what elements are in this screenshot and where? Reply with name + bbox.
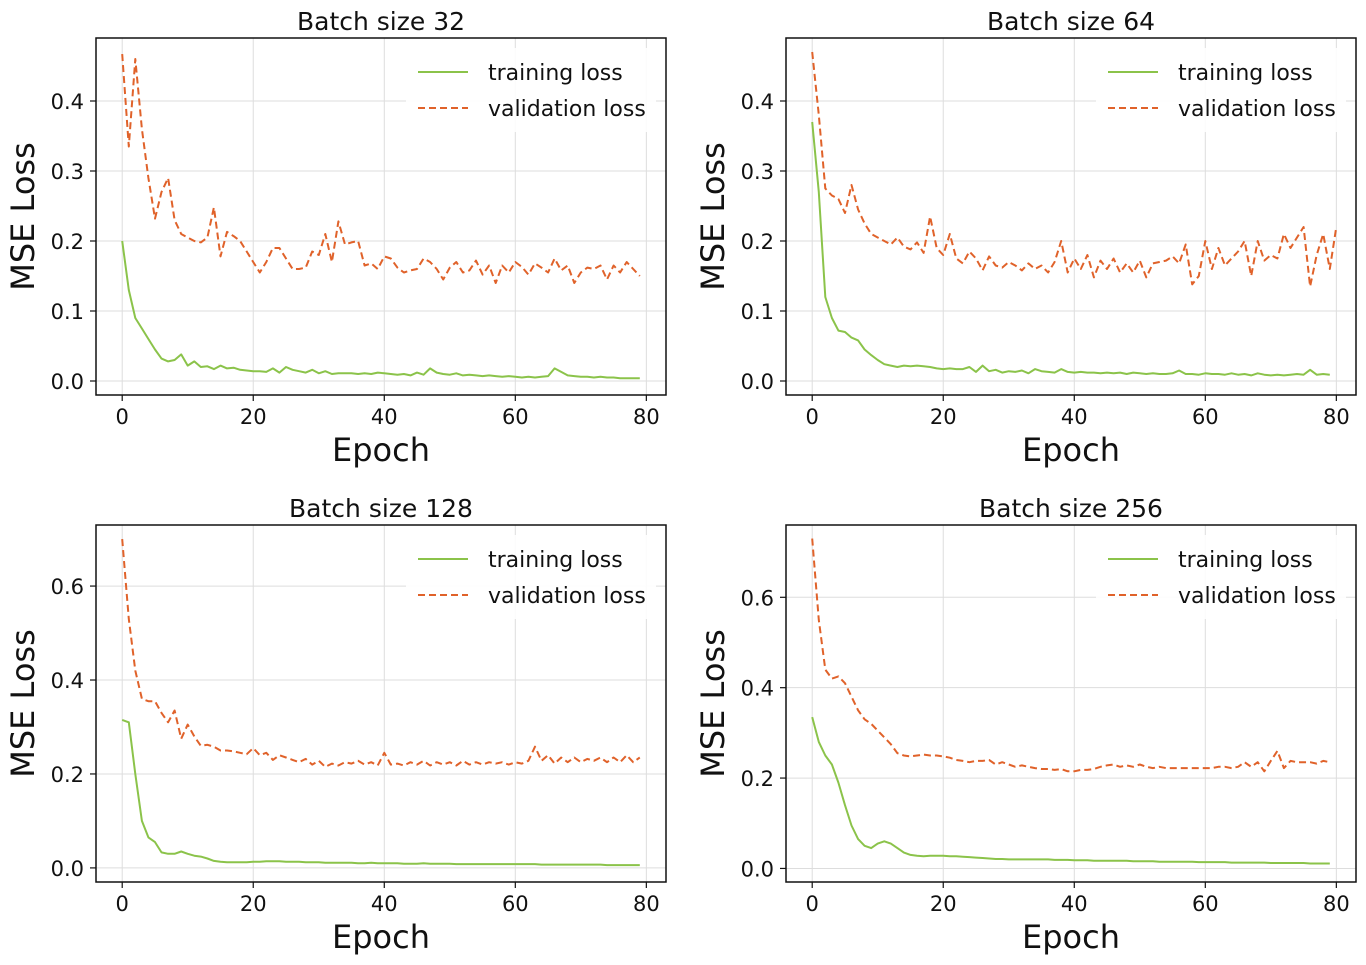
x-tick-label: 20	[930, 892, 957, 916]
axes-frame	[785, 37, 1357, 396]
x-tick-label: 0	[116, 892, 129, 916]
legend: training loss validation loss	[406, 48, 656, 132]
y-tick-label: 0.2	[741, 230, 774, 254]
legend-validation-label: validation loss	[488, 584, 646, 609]
x-tick-label: 0	[806, 892, 819, 916]
y-tick-label: 0.2	[51, 763, 84, 787]
chart-panel-3: training loss validation loss 0 20 40 60 80 0.0…	[4, 494, 667, 956]
validation-loss-line	[811, 51, 1338, 288]
x-tick-label: 40	[371, 405, 398, 429]
y-tick-label: 0.3	[741, 160, 774, 184]
x-axis-label: Epoch	[1022, 431, 1120, 469]
training-loss-line	[121, 718, 640, 867]
validation-loss-line	[121, 54, 641, 284]
legend-validation-label: validation loss	[1178, 97, 1336, 122]
x-tick-label: 80	[1323, 405, 1350, 429]
x-tick-label: 60	[502, 405, 529, 429]
x-tick-label: 60	[502, 892, 529, 916]
legend: training loss validation loss	[1096, 535, 1346, 619]
x-tick-label: 20	[930, 405, 957, 429]
x-tick-label: 0	[116, 405, 129, 429]
x-tick-label: 60	[1192, 892, 1219, 916]
legend-validation-label: validation loss	[488, 97, 646, 122]
y-axis-label: MSE Loss	[4, 629, 42, 778]
chart-panel-4: training loss validation loss 0 20 40 60 80 0.0…	[694, 494, 1357, 956]
legend-box	[1096, 535, 1346, 619]
training-loss-line	[811, 121, 1330, 377]
y-tick-label: 0.2	[51, 230, 84, 254]
chart-title: Batch size 64	[987, 7, 1155, 36]
y-tick-label: 0.0	[51, 857, 84, 881]
legend: training loss validation loss	[406, 535, 656, 619]
x-axis-label: Epoch	[332, 918, 430, 956]
y-tick-label: 0.4	[51, 669, 84, 693]
chart-title: Batch size 128	[289, 494, 473, 523]
chart-panel-2: training loss validation loss 0 20 40 60 80 0.0…	[694, 7, 1357, 469]
legend-box	[1096, 48, 1346, 132]
legend-box	[406, 535, 656, 619]
x-tick-label: 20	[240, 405, 267, 429]
legend-training-label: training loss	[1178, 548, 1313, 573]
x-tick-label: 80	[1323, 892, 1350, 916]
y-tick-label: 0.4	[741, 677, 774, 701]
x-tick-label: 60	[1192, 405, 1219, 429]
axes-frame	[95, 524, 667, 883]
axes-frame	[95, 37, 667, 396]
x-tick-label: 40	[1061, 892, 1088, 916]
legend-box	[406, 48, 656, 132]
y-tick-label: 0.3	[51, 160, 84, 184]
x-tick-label: 40	[371, 892, 398, 916]
x-axis-label: Epoch	[1022, 918, 1120, 956]
axes-frame	[785, 524, 1357, 883]
validation-loss-line	[121, 539, 641, 768]
y-tick-label: 0.2	[741, 767, 774, 791]
x-tick-label: 80	[633, 405, 660, 429]
legend-validation-label: validation loss	[1178, 584, 1336, 609]
legend-training-label: training loss	[488, 61, 623, 86]
training-loss-line	[811, 716, 1330, 865]
chart-title: Batch size 32	[297, 7, 465, 36]
legend-training-label: training loss	[488, 548, 623, 573]
chart-title: Batch size 256	[979, 494, 1163, 523]
chart-panel-1: training loss validation loss 0 20 40 60 80 0.0…	[4, 7, 667, 469]
y-tick-label: 0.1	[741, 300, 774, 324]
y-tick-label: 0.1	[51, 300, 84, 324]
y-tick-label: 0.4	[741, 90, 774, 114]
training-loss-line	[121, 240, 640, 380]
x-tick-label: 40	[1061, 405, 1088, 429]
x-axis-label: Epoch	[332, 431, 430, 469]
y-tick-label: 0.6	[741, 586, 774, 610]
x-tick-label: 20	[240, 892, 267, 916]
legend: training loss validation loss	[1096, 48, 1346, 132]
y-tick-label: 0.4	[51, 90, 84, 114]
y-axis-label: MSE Loss	[694, 142, 732, 291]
y-tick-label: 0.0	[51, 370, 84, 394]
y-tick-label: 0.0	[741, 857, 774, 881]
y-axis-label: MSE Loss	[4, 142, 42, 291]
y-tick-label: 0.0	[741, 370, 774, 394]
y-axis-label: MSE Loss	[694, 629, 732, 778]
x-tick-label: 0	[806, 405, 819, 429]
x-tick-label: 80	[633, 892, 660, 916]
y-tick-label: 0.6	[51, 575, 84, 599]
validation-loss-line	[811, 538, 1330, 773]
legend-training-label: training loss	[1178, 61, 1313, 86]
